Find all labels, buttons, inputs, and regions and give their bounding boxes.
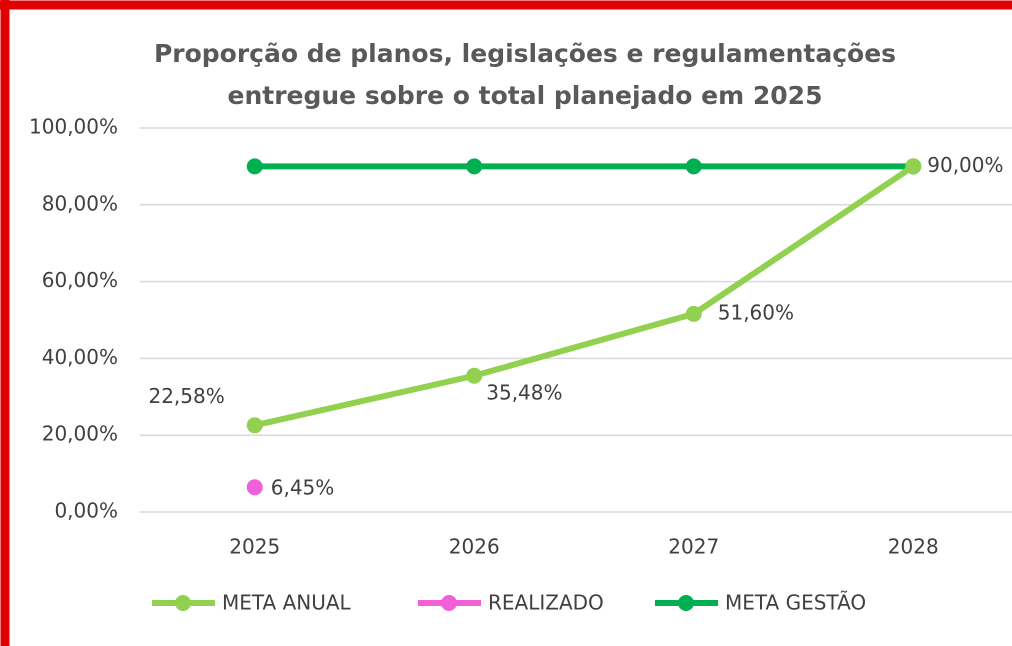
data-point bbox=[685, 305, 702, 322]
series-line bbox=[254, 163, 915, 429]
y-tick-label: 100,00% bbox=[29, 115, 118, 139]
data-point bbox=[246, 158, 263, 175]
x-tick-label: 2027 bbox=[668, 535, 719, 559]
legend-label: REALIZADO bbox=[488, 591, 604, 615]
x-tick-label: 2028 bbox=[888, 535, 939, 559]
y-tick-label: 0,00% bbox=[54, 499, 118, 523]
data-label: 6,45% bbox=[271, 476, 335, 500]
data-point bbox=[466, 367, 483, 384]
chart-title: entregue sobre o total planejado em 2025 bbox=[228, 81, 823, 110]
data-point bbox=[466, 158, 483, 175]
data-label: 35,48% bbox=[486, 380, 562, 404]
y-tick-label: 40,00% bbox=[42, 345, 118, 369]
legend-marker bbox=[175, 595, 191, 611]
data-label: 22,58% bbox=[148, 384, 224, 408]
legend-label: META ANUAL bbox=[222, 591, 352, 615]
y-tick-label: 80,00% bbox=[42, 191, 118, 215]
data-label: 51,60% bbox=[718, 300, 794, 324]
chart-title: Proporção de planos, legislações e regul… bbox=[154, 39, 896, 68]
legend-marker bbox=[441, 595, 457, 611]
data-point bbox=[246, 417, 263, 434]
legend-label: META GESTÃO bbox=[725, 591, 866, 615]
y-tick-label: 60,00% bbox=[42, 268, 118, 292]
x-tick-label: 2025 bbox=[229, 535, 280, 559]
data-point bbox=[905, 158, 922, 175]
y-tick-label: 20,00% bbox=[42, 422, 118, 446]
x-tick-label: 2026 bbox=[449, 535, 500, 559]
legend-marker bbox=[678, 595, 694, 611]
data-point bbox=[685, 158, 702, 175]
data-label: 90,00% bbox=[927, 153, 1003, 177]
data-point bbox=[246, 479, 263, 496]
